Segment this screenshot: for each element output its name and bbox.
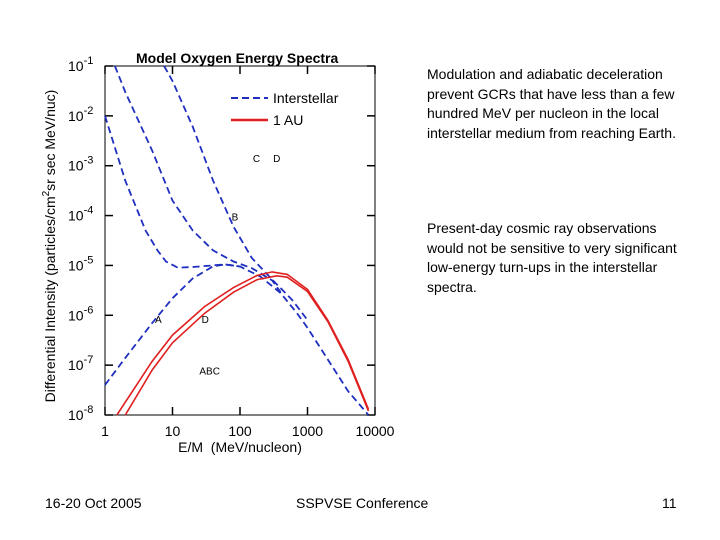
y-tick-label-exponent: -1 xyxy=(84,55,94,67)
chart-title: Model Oxygen Energy Spectra xyxy=(136,50,338,66)
y-tick-label-base: 10 xyxy=(68,208,84,224)
y-tick-label-base: 10 xyxy=(68,158,84,174)
plot-frame xyxy=(104,65,376,416)
curve-label: A xyxy=(155,315,162,326)
y-tick-label-base: 10 xyxy=(68,108,84,124)
x-tick-label: 1 xyxy=(101,423,109,439)
y-axis-label-tail: sr sec MeV/nuc) xyxy=(42,90,58,191)
y-tick-label: 10-8 xyxy=(68,404,93,423)
x-tick-label: 1000 xyxy=(292,423,323,439)
series-1au-d xyxy=(116,271,370,416)
spectra-chart: Model Oxygen Energy Spectra 10-110-210-3… xyxy=(41,50,395,455)
description-paragraph-1: Modulation and adiabatic deceleration pr… xyxy=(427,66,676,141)
curve-labels: D C B A D ABC xyxy=(155,154,280,378)
footer-conference: SSPVSE Conference xyxy=(296,495,429,511)
y-axis-label-sup: 2 xyxy=(41,190,52,196)
x-tick-labels: 1 10 100 1000 10000 xyxy=(101,423,395,439)
series-1au-abc xyxy=(124,274,370,416)
x-tick-label: 10000 xyxy=(356,423,395,439)
y-tick-label-base: 10 xyxy=(68,307,84,323)
curve-label: D xyxy=(273,154,280,165)
x-tick-label: 100 xyxy=(228,423,252,439)
y-tick-label: 10-6 xyxy=(68,304,93,323)
y-tick-label-exponent: -3 xyxy=(84,155,94,167)
y-tick-label-exponent: -2 xyxy=(84,105,94,117)
y-tick-label: 10-7 xyxy=(68,354,93,373)
y-tick-label-base: 10 xyxy=(68,407,84,423)
y-tick-label-base: 10 xyxy=(68,58,84,74)
curve-label: D xyxy=(202,315,209,326)
series-interstellar-b xyxy=(104,115,241,269)
x-axis-label: E/M (MeV/nucleon) xyxy=(178,439,302,455)
y-tick-label: 10-4 xyxy=(68,205,93,224)
y-tick-label-base: 10 xyxy=(68,357,84,373)
curve-label: B xyxy=(232,212,239,223)
y-tick-label-exponent: -5 xyxy=(84,254,94,266)
y-tick-label: 10-5 xyxy=(68,254,93,273)
y-tick-label: 10-2 xyxy=(68,105,93,124)
y-tick-label-exponent: -4 xyxy=(84,205,94,217)
y-tick-label-exponent: -6 xyxy=(84,304,94,316)
y-tick-label: 10-1 xyxy=(68,55,93,74)
legend-interstellar-label: Interstellar xyxy=(273,90,339,106)
y-axis-label: Differential Intensity (particles/cm2sr … xyxy=(41,90,58,403)
footer-date: 16-20 Oct 2005 xyxy=(45,495,142,511)
x-tick-label: 10 xyxy=(165,423,181,439)
chart-legend: Interstellar 1 AU xyxy=(231,90,339,128)
y-tick-label: 10-3 xyxy=(68,155,93,174)
y-tick-labels: 10-110-210-310-410-510-610-710-8 xyxy=(68,55,93,423)
axis-ticks xyxy=(104,65,376,416)
series-interstellar-a xyxy=(104,263,370,416)
curve-label: C xyxy=(253,154,260,165)
series-layer xyxy=(104,65,370,416)
series-interstellar-c xyxy=(114,65,282,293)
y-tick-label-exponent: -8 xyxy=(84,404,94,416)
description-paragraph-2: Present-day cosmic ray observations woul… xyxy=(427,220,677,295)
page-number: 11 xyxy=(662,495,677,511)
y-tick-label-base: 10 xyxy=(68,257,84,273)
series-interstellar-d xyxy=(163,65,309,321)
curve-label: ABC xyxy=(199,366,220,377)
y-axis-label-main: Differential Intensity (particles/cm xyxy=(42,196,58,402)
y-tick-label-exponent: -7 xyxy=(84,354,94,366)
legend-1au-label: 1 AU xyxy=(273,112,303,128)
